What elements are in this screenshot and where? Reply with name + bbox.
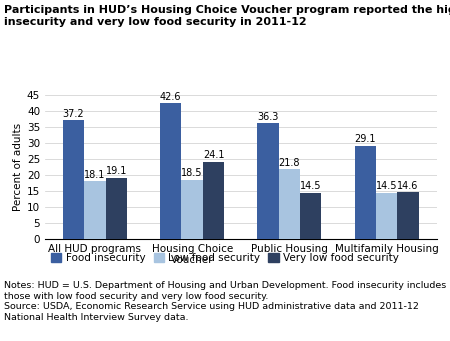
Text: Notes: HUD = U.S. Department of Housing and Urban Development. Food insecurity i: Notes: HUD = U.S. Department of Housing …: [4, 281, 447, 322]
Text: 21.8: 21.8: [279, 158, 300, 168]
Text: Participants in HUD’s Housing Choice Voucher program reported the highest rates : Participants in HUD’s Housing Choice Vou…: [4, 5, 450, 27]
Bar: [84, 181, 106, 239]
Text: 14.6: 14.6: [397, 181, 419, 191]
Y-axis label: Percent of adults: Percent of adults: [13, 123, 22, 211]
Bar: [279, 169, 300, 239]
Bar: [106, 178, 127, 239]
Text: 42.6: 42.6: [160, 91, 181, 102]
Text: 37.2: 37.2: [63, 109, 84, 119]
Bar: [160, 103, 181, 239]
Bar: [397, 192, 419, 239]
Text: 18.1: 18.1: [84, 169, 106, 179]
Text: 24.1: 24.1: [203, 150, 224, 160]
Text: 19.1: 19.1: [106, 166, 127, 176]
Text: 36.3: 36.3: [257, 112, 279, 122]
Text: 14.5: 14.5: [376, 181, 397, 191]
Bar: [203, 162, 224, 239]
Bar: [300, 193, 321, 239]
Bar: [376, 193, 397, 239]
Bar: [63, 120, 84, 239]
Legend: Food insecurity, Low food security, Very low food security: Food insecurity, Low food security, Very…: [47, 249, 403, 267]
Bar: [257, 123, 279, 239]
Bar: [355, 146, 376, 239]
Text: 14.5: 14.5: [300, 181, 321, 191]
Bar: [181, 180, 203, 239]
Text: 29.1: 29.1: [355, 134, 376, 145]
Text: 18.5: 18.5: [181, 168, 203, 178]
